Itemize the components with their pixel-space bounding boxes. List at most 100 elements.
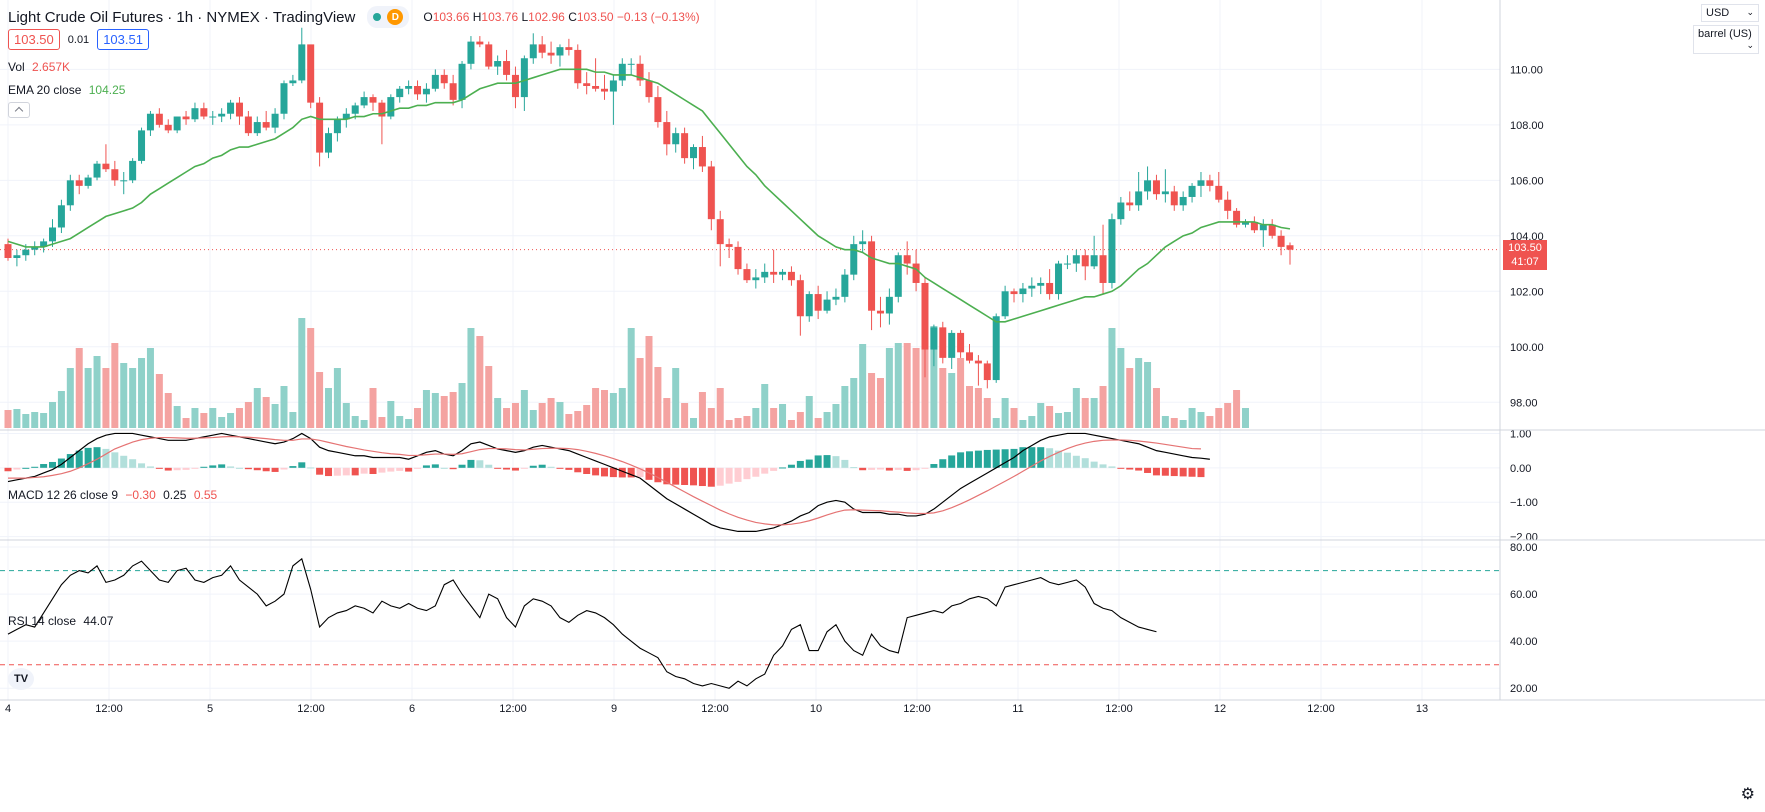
macd-histogram-bar (1135, 467, 1143, 471)
candle (645, 80, 653, 98)
volume-bar (859, 344, 867, 428)
high-value: 103.76 (481, 10, 519, 24)
ohlc-readout: O103.66 H103.76 L102.96 C103.50 −0.13 (−… (423, 10, 699, 24)
candle (458, 63, 466, 100)
volume-bar (966, 386, 973, 428)
market-status-pill[interactable]: D (367, 6, 410, 28)
trade-buttons: 103.50 0.01 103.51 (8, 29, 149, 50)
volume-legend[interactable]: Vol 2.657K (8, 60, 74, 74)
macd-histogram-bar (289, 466, 297, 468)
gear-icon[interactable]: ⚙ (1740, 786, 1755, 803)
macd-axis-label: −1.00 (1510, 497, 1538, 509)
macd-histogram-bar (814, 455, 822, 468)
macd-histogram-bar (93, 447, 101, 468)
candle (609, 80, 617, 92)
macd-histogram-bar (494, 467, 502, 469)
volume-bar (618, 388, 626, 428)
candle (743, 269, 751, 281)
candle (173, 116, 181, 131)
candle (120, 180, 128, 182)
currency-select[interactable]: USD ⌄ (1701, 4, 1759, 22)
volume-bar (1224, 403, 1232, 428)
candle (244, 116, 252, 134)
macd-histogram-bar (405, 467, 413, 472)
volume-bar (138, 358, 146, 428)
volume-bar (734, 418, 742, 428)
volume-bar (520, 390, 528, 428)
candle (93, 163, 101, 178)
candle (1081, 255, 1089, 267)
volume-bar (378, 417, 386, 428)
candle (574, 49, 582, 84)
symbol-title[interactable]: Light Crude Oil Futures · 1h · NYMEX · T… (8, 8, 356, 26)
candle (725, 244, 733, 247)
candle (40, 241, 48, 247)
open-value: 103.66 (432, 10, 470, 24)
candle (957, 332, 965, 353)
macd-histogram-bar (13, 467, 21, 470)
signal-line (8, 435, 1201, 526)
volume-bar (66, 368, 74, 428)
volume-bar (636, 358, 644, 428)
candle (752, 277, 760, 281)
time-axis-label: 12:00 (95, 703, 123, 715)
candle (262, 122, 270, 128)
volume-bar (912, 348, 920, 428)
time-axis-label: 6 (409, 703, 415, 715)
rsi-legend[interactable]: RSI 14 close 44.07 (8, 614, 117, 628)
volume-bar (868, 373, 876, 428)
volume-bar (1090, 398, 1098, 428)
time-axis-label: 12:00 (499, 703, 527, 715)
macd-histogram-bar (316, 467, 324, 475)
sell-button[interactable]: 103.50 (8, 29, 60, 50)
candle (1215, 185, 1223, 200)
candle (1019, 288, 1027, 295)
volume-bar (485, 366, 493, 428)
collapse-legend-button[interactable] (8, 102, 30, 118)
macd-histogram-bar (707, 467, 715, 487)
volume-bar (538, 403, 546, 428)
time-axis-label: 12:00 (903, 703, 931, 715)
macd-histogram-bar (716, 467, 724, 486)
macd-histogram-bar (227, 466, 235, 468)
candle (1028, 285, 1036, 289)
macd-histogram-bar (681, 467, 689, 485)
volume-bar (885, 348, 893, 428)
macd-legend[interactable]: MACD 12 26 close 9 −0.30 0.25 0.55 (8, 488, 221, 502)
volume-bar (253, 388, 261, 428)
macd-histogram-bar (378, 467, 386, 473)
volume-bar (1019, 420, 1027, 428)
candle (850, 244, 858, 275)
tradingview-logo-icon[interactable]: TV (8, 668, 34, 690)
volume-bar (725, 420, 733, 428)
macd-histogram-bar (1090, 461, 1098, 468)
unit-select[interactable]: barrel (US) ⌄ (1693, 25, 1759, 54)
volume-bar (681, 403, 689, 428)
macd-histogram-bar (992, 449, 1000, 468)
volume-bar (111, 343, 119, 428)
macd-histogram-bar (823, 455, 831, 468)
candle (547, 52, 555, 56)
candle (663, 122, 671, 145)
volume-bar (405, 419, 413, 428)
candle (1277, 235, 1285, 247)
price-axis-label: 108.00 (1510, 120, 1544, 132)
macd-axis-label: −2.00 (1510, 532, 1538, 544)
high-label: H (472, 10, 482, 24)
ema-legend[interactable]: EMA 20 close 104.25 (8, 83, 129, 97)
macd-histogram-bar (253, 467, 261, 471)
macd-histogram-bar (983, 449, 991, 468)
candle (1108, 219, 1116, 283)
volume-bar (592, 388, 600, 428)
candle (1001, 291, 1009, 317)
macd-histogram-bar (57, 458, 65, 468)
volume-bar (431, 393, 439, 428)
volume-bar (1010, 408, 1018, 428)
volume-bar (743, 416, 751, 428)
buy-button[interactable]: 103.51 (97, 29, 149, 50)
volume-bar (218, 417, 226, 428)
volume-bar (271, 404, 279, 428)
candle (1010, 291, 1018, 295)
candle (1135, 191, 1143, 206)
